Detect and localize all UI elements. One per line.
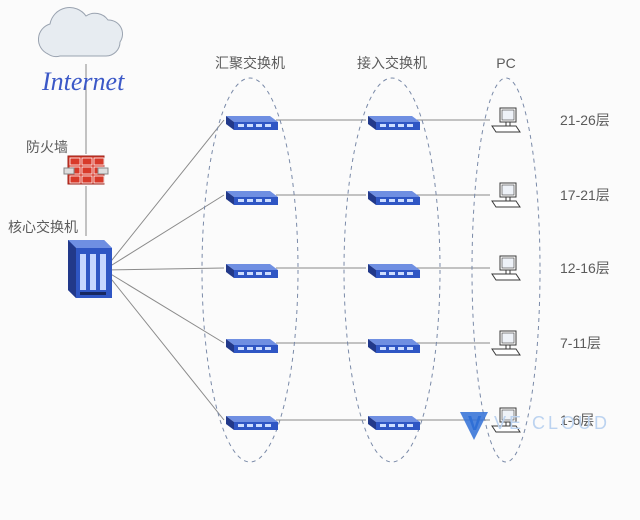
- access-switch-1: [368, 191, 420, 205]
- pc-3: [492, 331, 520, 355]
- svg-text:VE CLOUD: VE CLOUD: [494, 413, 610, 433]
- svg-text:V: V: [468, 413, 482, 435]
- core-switch-label: 核心交换机: [8, 219, 78, 235]
- pc-header: PC: [496, 55, 515, 71]
- agg-switch-2: [226, 264, 278, 278]
- agg-switch-0: [226, 116, 278, 130]
- cloud-icon: [38, 8, 122, 57]
- agg-switch-1: [226, 191, 278, 205]
- core-switch-icon: [68, 240, 112, 298]
- pc-0: [492, 108, 520, 132]
- agg-switch-4: [226, 416, 278, 430]
- network-diagram: Internet 防火墙核心交换机 汇聚交换机 接入交换机 PC 21-26层 17-21层…: [0, 0, 640, 520]
- floor-label-1: 17-21层: [560, 187, 610, 203]
- internet-label: Internet: [41, 67, 125, 96]
- access-header: 接入交换机: [357, 55, 427, 71]
- pc-1: [492, 183, 520, 207]
- agg-switch-3: [226, 339, 278, 353]
- access-switch-3: [368, 339, 420, 353]
- access-switch-0: [368, 116, 420, 130]
- firewall-icon: [64, 156, 108, 184]
- agg-header: 汇聚交换机: [215, 55, 285, 71]
- floor-label-2: 12-16层: [560, 260, 610, 276]
- firewall-label: 防火墙: [26, 139, 68, 155]
- floor-label-0: 21-26层: [560, 112, 610, 128]
- access-switch-2: [368, 264, 420, 278]
- floor-label-3: 7-11层: [560, 335, 601, 351]
- access-switch-4: [368, 416, 420, 430]
- pc-2: [492, 256, 520, 280]
